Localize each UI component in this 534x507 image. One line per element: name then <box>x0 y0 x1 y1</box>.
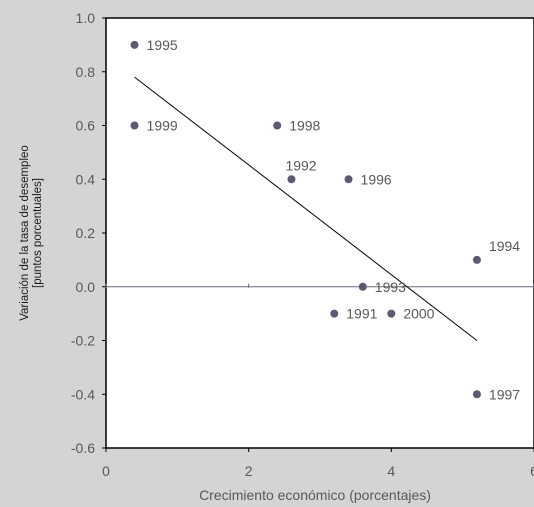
data-points: 1995 1999 1998 1992 1996 1994 1993 1991 2000 1997 <box>130 37 520 402</box>
y-axis-label-line2: [puntos porcentuales] <box>32 178 44 288</box>
point-label-1999: 1999 <box>147 118 178 134</box>
point-1994 <box>472 255 481 264</box>
point-2000 <box>387 309 396 318</box>
x-tick-label: 2 <box>245 463 253 479</box>
y-axis-label-line1: Variación de la tasa de desempleo <box>19 145 31 321</box>
point-label-1994: 1994 <box>489 238 520 254</box>
y-tick-label: 0.0 <box>76 279 96 295</box>
point-label-1998: 1998 <box>289 118 320 134</box>
y-tick-label: 0.2 <box>76 225 96 241</box>
point-label-1991: 1991 <box>346 306 377 322</box>
x-axis-label: Crecimiento económico (porcentajes) <box>199 487 431 503</box>
x-axis-ticks: 0 2 4 6 <box>102 283 534 479</box>
point-1991 <box>330 309 339 318</box>
y-axis-label: Variación de la tasa de desempleo [punto… <box>19 145 44 321</box>
y-tick-label: 0.6 <box>76 118 96 134</box>
point-1995 <box>130 40 139 49</box>
point-1999 <box>130 121 139 130</box>
point-label-1996: 1996 <box>361 171 392 187</box>
y-tick-label: 1.0 <box>76 10 96 26</box>
y-axis-ticks: 1.0 0.8 0.6 0.4 0.2 0.0 -0.2 -0.4 -0.6 <box>71 10 106 456</box>
point-label-1993: 1993 <box>375 279 406 295</box>
y-tick-label: -0.4 <box>71 386 95 402</box>
y-tick-label: -0.6 <box>71 440 95 456</box>
point-label-1992: 1992 <box>285 157 316 173</box>
point-label-1995: 1995 <box>147 37 178 53</box>
point-1996 <box>344 175 353 184</box>
point-label-2000: 2000 <box>403 306 434 322</box>
trend-line <box>134 76 478 341</box>
y-tick-label: -0.2 <box>71 333 95 349</box>
y-tick-label: 0.4 <box>76 171 96 187</box>
point-label-1997: 1997 <box>489 386 520 402</box>
plot-area <box>105 17 534 449</box>
point-1997 <box>472 390 481 399</box>
point-1998 <box>273 121 282 130</box>
x-tick-label: 6 <box>530 463 534 479</box>
x-tick-label: 0 <box>102 463 110 479</box>
point-1992 <box>287 175 296 184</box>
y-tick-label: 0.8 <box>76 64 96 80</box>
point-1993 <box>358 282 367 291</box>
x-tick-label: 4 <box>387 463 395 479</box>
